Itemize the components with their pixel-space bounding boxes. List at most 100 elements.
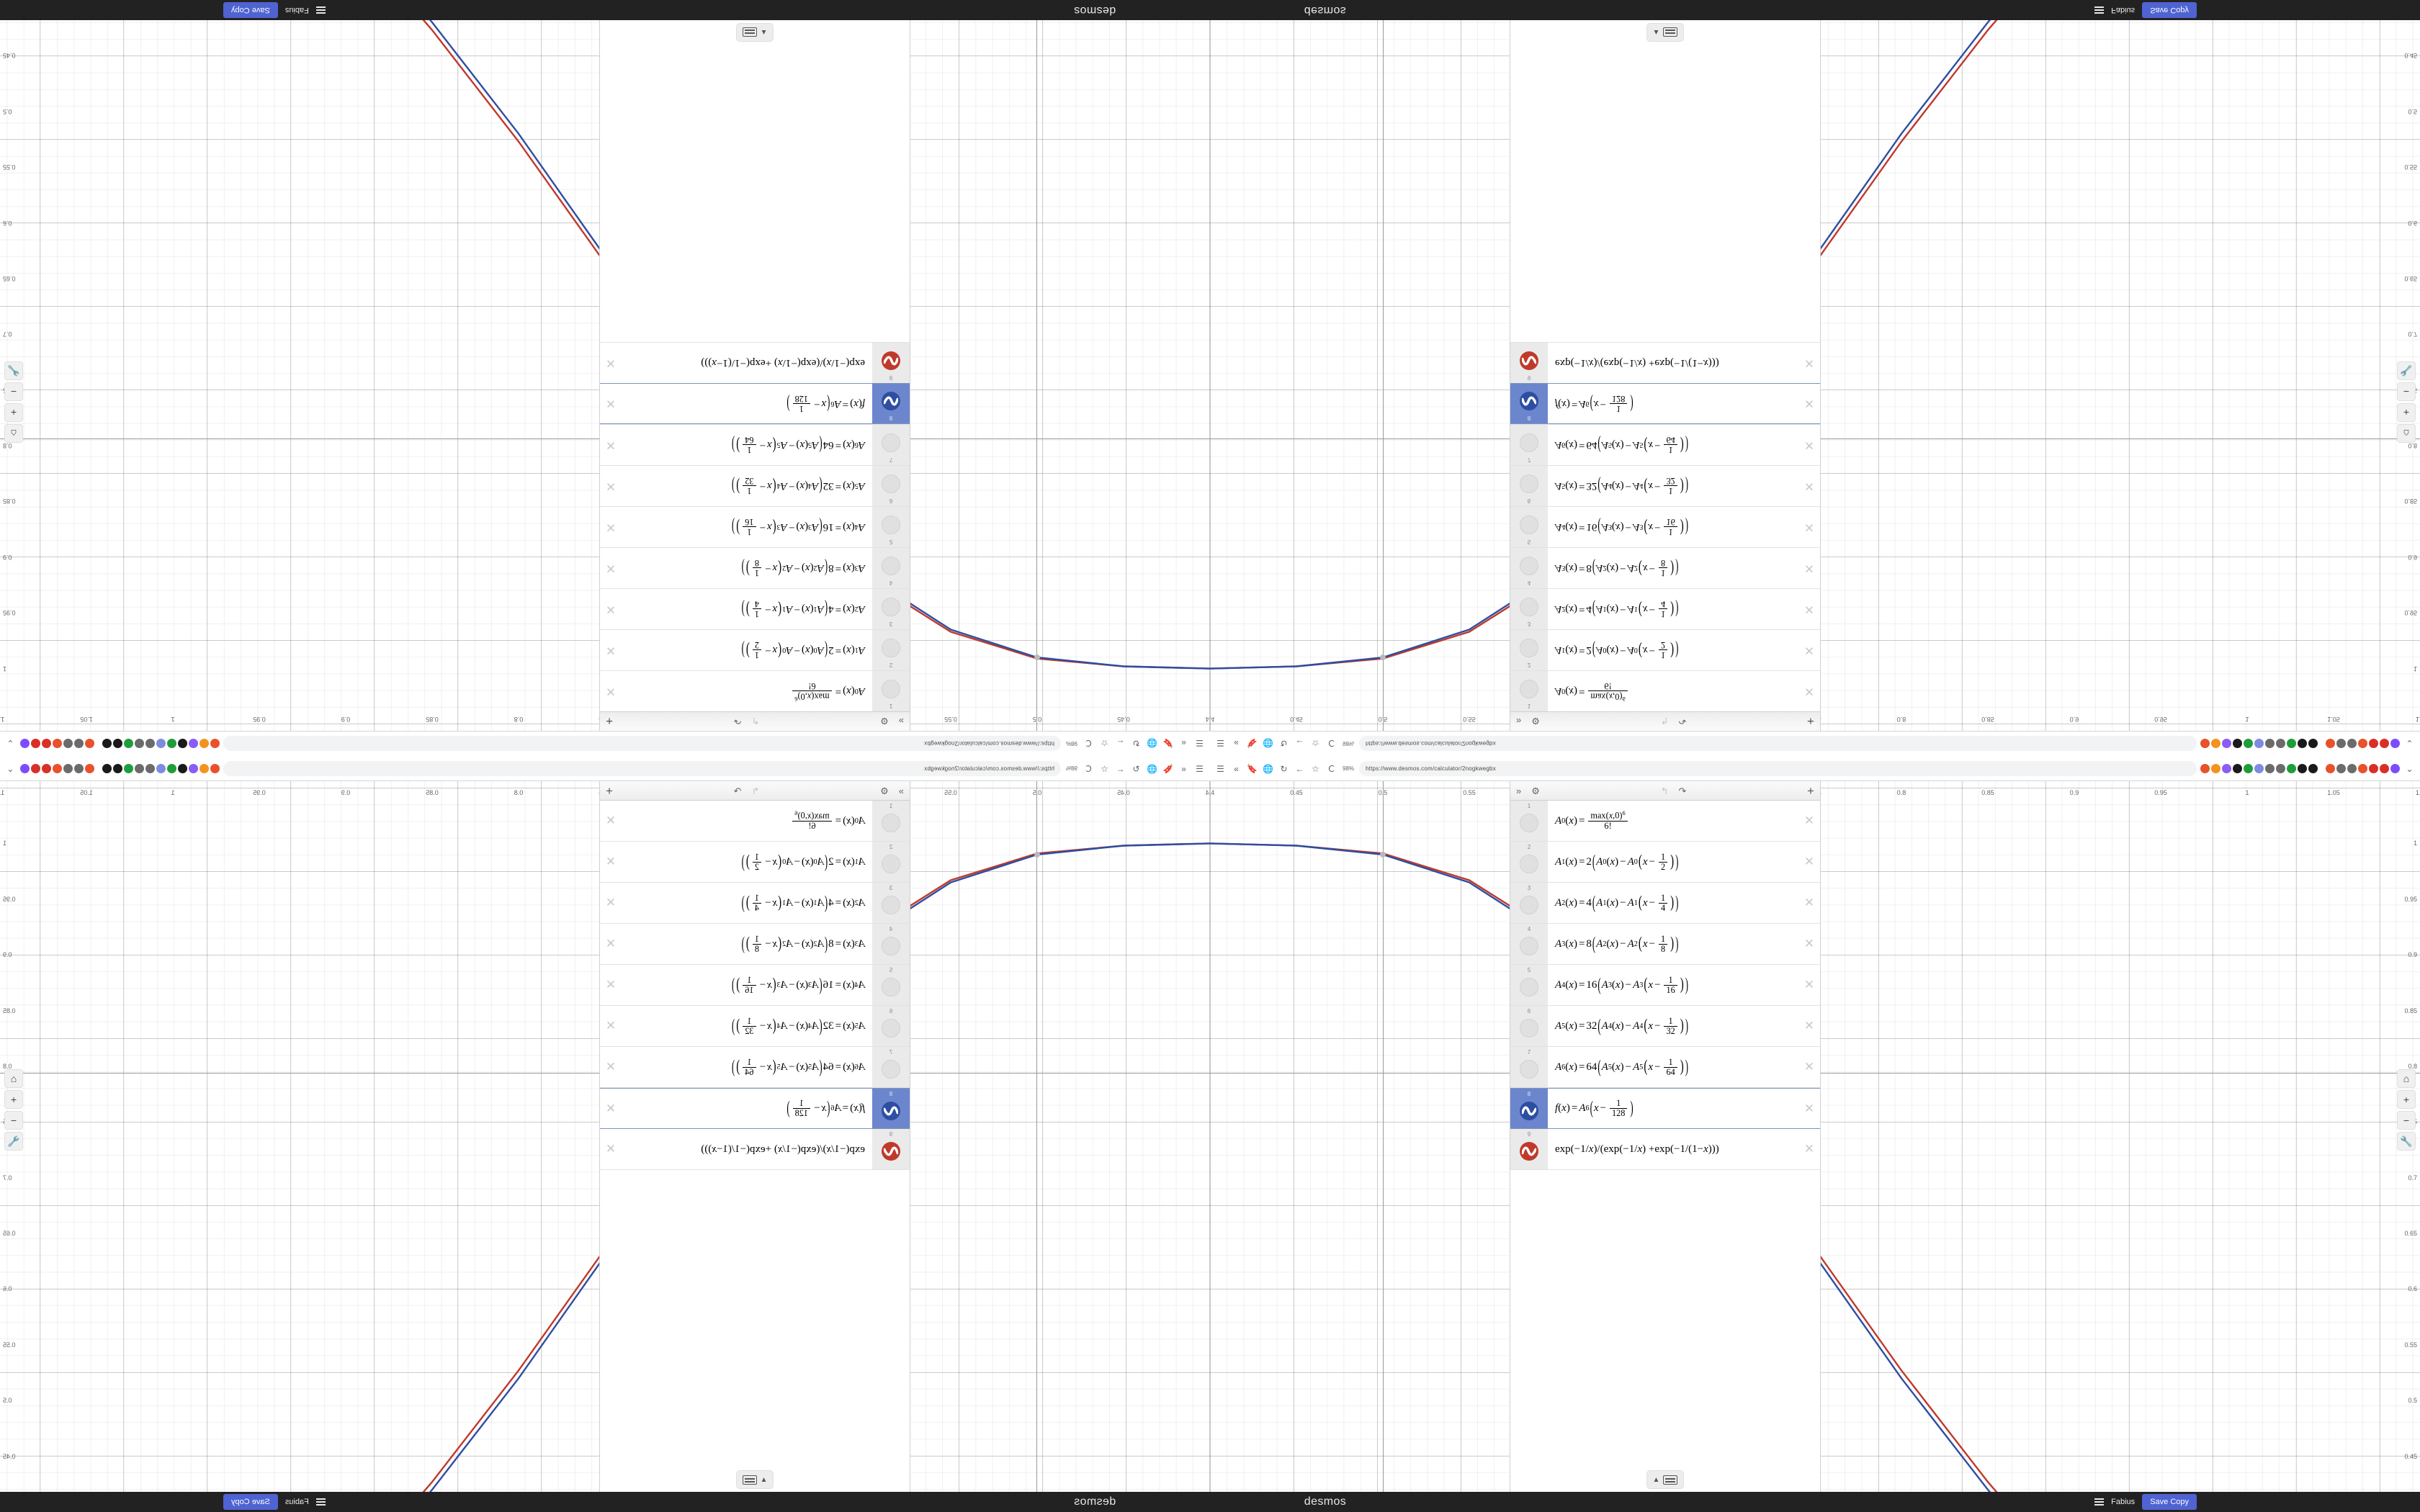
expression-formula[interactable]: f(x) = A 6(x − 1 128) xyxy=(1555,1097,1634,1118)
hamburger-menu-icon[interactable]: ☰ xyxy=(1216,738,1224,749)
expression-color-toggle[interactable]: 8 xyxy=(1510,384,1548,423)
extension-icon-18[interactable] xyxy=(20,739,30,748)
extension-icon-12[interactable] xyxy=(2326,764,2335,773)
back-arrow-icon[interactable]: ← xyxy=(1295,738,1304,749)
extension-icon-6[interactable] xyxy=(2254,739,2264,748)
delete-expression-button[interactable]: ✕ xyxy=(1803,1142,1815,1156)
delete-expression-button[interactable]: ✕ xyxy=(1803,438,1815,452)
expression-row[interactable]: 1 A 0(x) = max(x,0)6 6! ✕ xyxy=(1510,801,1820,842)
extension-icon-3[interactable] xyxy=(2222,764,2231,773)
expression-formula[interactable]: A 5(x) = 32(A 4(x) − A 4(x − 1 32)) xyxy=(731,476,865,498)
delete-expression-button[interactable]: ✕ xyxy=(605,644,617,657)
add-expression-button[interactable]: + xyxy=(606,783,613,798)
keypad-toggle-bar[interactable]: ▲ xyxy=(1510,20,1821,45)
curve-visibility-icon[interactable] xyxy=(1520,392,1538,411)
extension-icon-8[interactable] xyxy=(2276,764,2285,773)
extension-icon-13[interactable] xyxy=(74,764,84,773)
keypad-toggle-bar[interactable]: ▲ xyxy=(599,1467,910,1492)
curve-visibility-icon[interactable] xyxy=(882,516,900,534)
expression-color-toggle[interactable]: 2 xyxy=(1510,842,1548,882)
extension-icon-9[interactable] xyxy=(124,739,133,748)
curve-visibility-icon[interactable] xyxy=(882,937,900,955)
delete-expression-button[interactable]: ✕ xyxy=(1803,896,1815,909)
delete-expression-button[interactable]: ✕ xyxy=(605,978,617,991)
delete-expression-button[interactable]: ✕ xyxy=(1803,937,1815,950)
expression-row[interactable]: 6 A 5(x) = 32(A 4(x) − A 4(x − 1 32)) ✕ xyxy=(600,1006,910,1047)
curve-visibility-icon[interactable] xyxy=(882,896,900,914)
graph-control-stack[interactable]: ⌂ + − 🔧 xyxy=(2397,1069,2416,1151)
delete-expression-button[interactable]: ✕ xyxy=(605,562,617,575)
curve-visibility-icon[interactable] xyxy=(1520,557,1538,575)
delete-expression-button[interactable]: ✕ xyxy=(1803,480,1815,493)
zoom-in-button[interactable]: + xyxy=(4,1090,23,1109)
extension-icon-5[interactable] xyxy=(2244,739,2253,748)
extension-icon-16[interactable] xyxy=(2369,739,2378,748)
expression-row[interactable]: 6 A 5(x) = 32(A 4(x) − A 4(x − 1 32)) ✕ xyxy=(1510,465,1820,506)
expression-formula[interactable]: A 1(x) = 2(A 0(x) − A 0(x − 1 2)) xyxy=(1555,851,1679,872)
zoom-out-button[interactable]: − xyxy=(2397,382,2416,401)
expression-row[interactable]: 2 A 1(x) = 2(A 0(x) − A 0(x − 1 2)) ✕ xyxy=(1510,629,1820,670)
desmos-logo[interactable]: desmos xyxy=(1073,1495,1116,1508)
keyboard-toggle-button[interactable]: ▲ xyxy=(736,1470,774,1489)
expression-toolbar[interactable]: » ⚙ ↰ ↷ + xyxy=(1510,781,1820,801)
extension-icon-12[interactable] xyxy=(85,739,94,748)
expression-row[interactable]: 1 A 0(x) = max(x,0)6 6! ✕ xyxy=(600,670,910,711)
expression-color-toggle[interactable]: 9 xyxy=(1510,343,1548,383)
hamburger-menu-icon[interactable]: ☰ xyxy=(1196,763,1204,774)
expression-row[interactable]: 7 A 6(x) = 64(A 5(x) − A 5(x − 1 64)) ✕ xyxy=(600,424,910,465)
zoom-out-button[interactable]: − xyxy=(4,382,23,401)
delete-expression-button[interactable]: ✕ xyxy=(605,814,617,827)
keyboard-toggle-button[interactable]: ▲ xyxy=(1646,23,1684,42)
delete-expression-button[interactable]: ✕ xyxy=(605,438,617,452)
delete-expression-button[interactable]: ✕ xyxy=(605,855,617,868)
expression-color-toggle[interactable]: 9 xyxy=(1510,1129,1548,1169)
curve-visibility-icon[interactable] xyxy=(1520,896,1538,914)
redo-arrow-icon[interactable]: ↷ xyxy=(1678,716,1687,727)
expression-color-toggle[interactable]: 5 xyxy=(872,965,910,1005)
extension-icon-13[interactable] xyxy=(2336,764,2346,773)
curve-visibility-icon[interactable] xyxy=(882,392,900,411)
delete-expression-button[interactable]: ✕ xyxy=(605,1019,617,1032)
add-expression-button[interactable]: + xyxy=(1807,714,1814,729)
hamburger-menu-icon[interactable]: ☰ xyxy=(1196,738,1204,749)
undo-arrow-icon[interactable]: ↰ xyxy=(751,716,760,727)
graph-title[interactable]: Fabius xyxy=(284,6,309,14)
expression-formula[interactable]: A 4(x) = 16(A 3(x) − A 3(x − 1 16)) xyxy=(731,517,865,539)
expression-row[interactable]: 2 A 1(x) = 2(A 0(x) − A 0(x − 1 2)) ✕ xyxy=(600,629,910,670)
expression-row[interactable]: 8 f(x) = A 6(x − 1 128) ✕ xyxy=(1510,1088,1820,1129)
expression-formula[interactable]: A 6(x) = 64(A 5(x) − A 5(x − 1 64)) xyxy=(731,1056,865,1077)
keyboard-toggle-button[interactable]: ▲ xyxy=(1646,1470,1684,1489)
curve-visibility-icon[interactable] xyxy=(1520,433,1538,452)
zoom-in-button[interactable]: + xyxy=(2397,403,2416,422)
chevron-down-icon[interactable]: ⌄ xyxy=(2406,738,2414,749)
expression-row[interactable]: 1 A 0(x) = max(x,0)6 6! ✕ xyxy=(1510,670,1820,711)
curve-visibility-icon[interactable] xyxy=(882,814,900,832)
extension-icon-5[interactable] xyxy=(2244,764,2253,773)
home-button[interactable]: ⌂ xyxy=(2397,1069,2416,1088)
expression-color-toggle[interactable]: 1 xyxy=(1510,801,1548,841)
expression-row[interactable]: 4 A 3(x) = 8(A 2(x) − A 2(x − 1 8)) ✕ xyxy=(600,924,910,965)
settings-wrench-button[interactable]: 🔧 xyxy=(4,1132,23,1151)
zoom-out-button[interactable]: − xyxy=(4,1111,23,1130)
bookmark-icon[interactable]: 🔖 xyxy=(1247,763,1258,774)
delete-expression-button[interactable]: ✕ xyxy=(1803,1060,1815,1074)
expression-formula[interactable]: A 1(x) = 2(A 0(x) − A 0(x − 1 2)) xyxy=(1555,640,1679,662)
globe-icon[interactable]: 🌐 xyxy=(1263,738,1273,749)
expression-color-toggle[interactable]: 7 xyxy=(1510,1047,1548,1087)
expression-formula[interactable]: A 4(x) = 16(A 3(x) − A 3(x − 1 16)) xyxy=(731,974,865,995)
extension-icon-14[interactable] xyxy=(63,764,73,773)
expression-color-toggle[interactable]: 8 xyxy=(872,384,910,423)
extension-icon-18[interactable] xyxy=(20,764,30,773)
redo-arrow-icon[interactable]: ↷ xyxy=(733,716,742,727)
curve-visibility-icon[interactable] xyxy=(1520,474,1538,493)
extension-icon-17[interactable] xyxy=(2380,739,2389,748)
home-button[interactable]: ⌂ xyxy=(2397,424,2416,443)
expression-formula[interactable]: exp (−1/x)/( exp (−1/x) + exp (−1/(1− x))) xyxy=(701,357,865,369)
extension-icon-9[interactable] xyxy=(2287,739,2296,748)
chevron-double-left-icon[interactable]: « xyxy=(1181,738,1186,749)
extension-icon-4[interactable] xyxy=(2233,764,2242,773)
settings-wrench-button[interactable]: 🔧 xyxy=(2397,1132,2416,1151)
delete-expression-button[interactable]: ✕ xyxy=(1803,603,1815,616)
extension-icon-3[interactable] xyxy=(189,739,198,748)
extension-icon-4[interactable] xyxy=(178,764,187,773)
